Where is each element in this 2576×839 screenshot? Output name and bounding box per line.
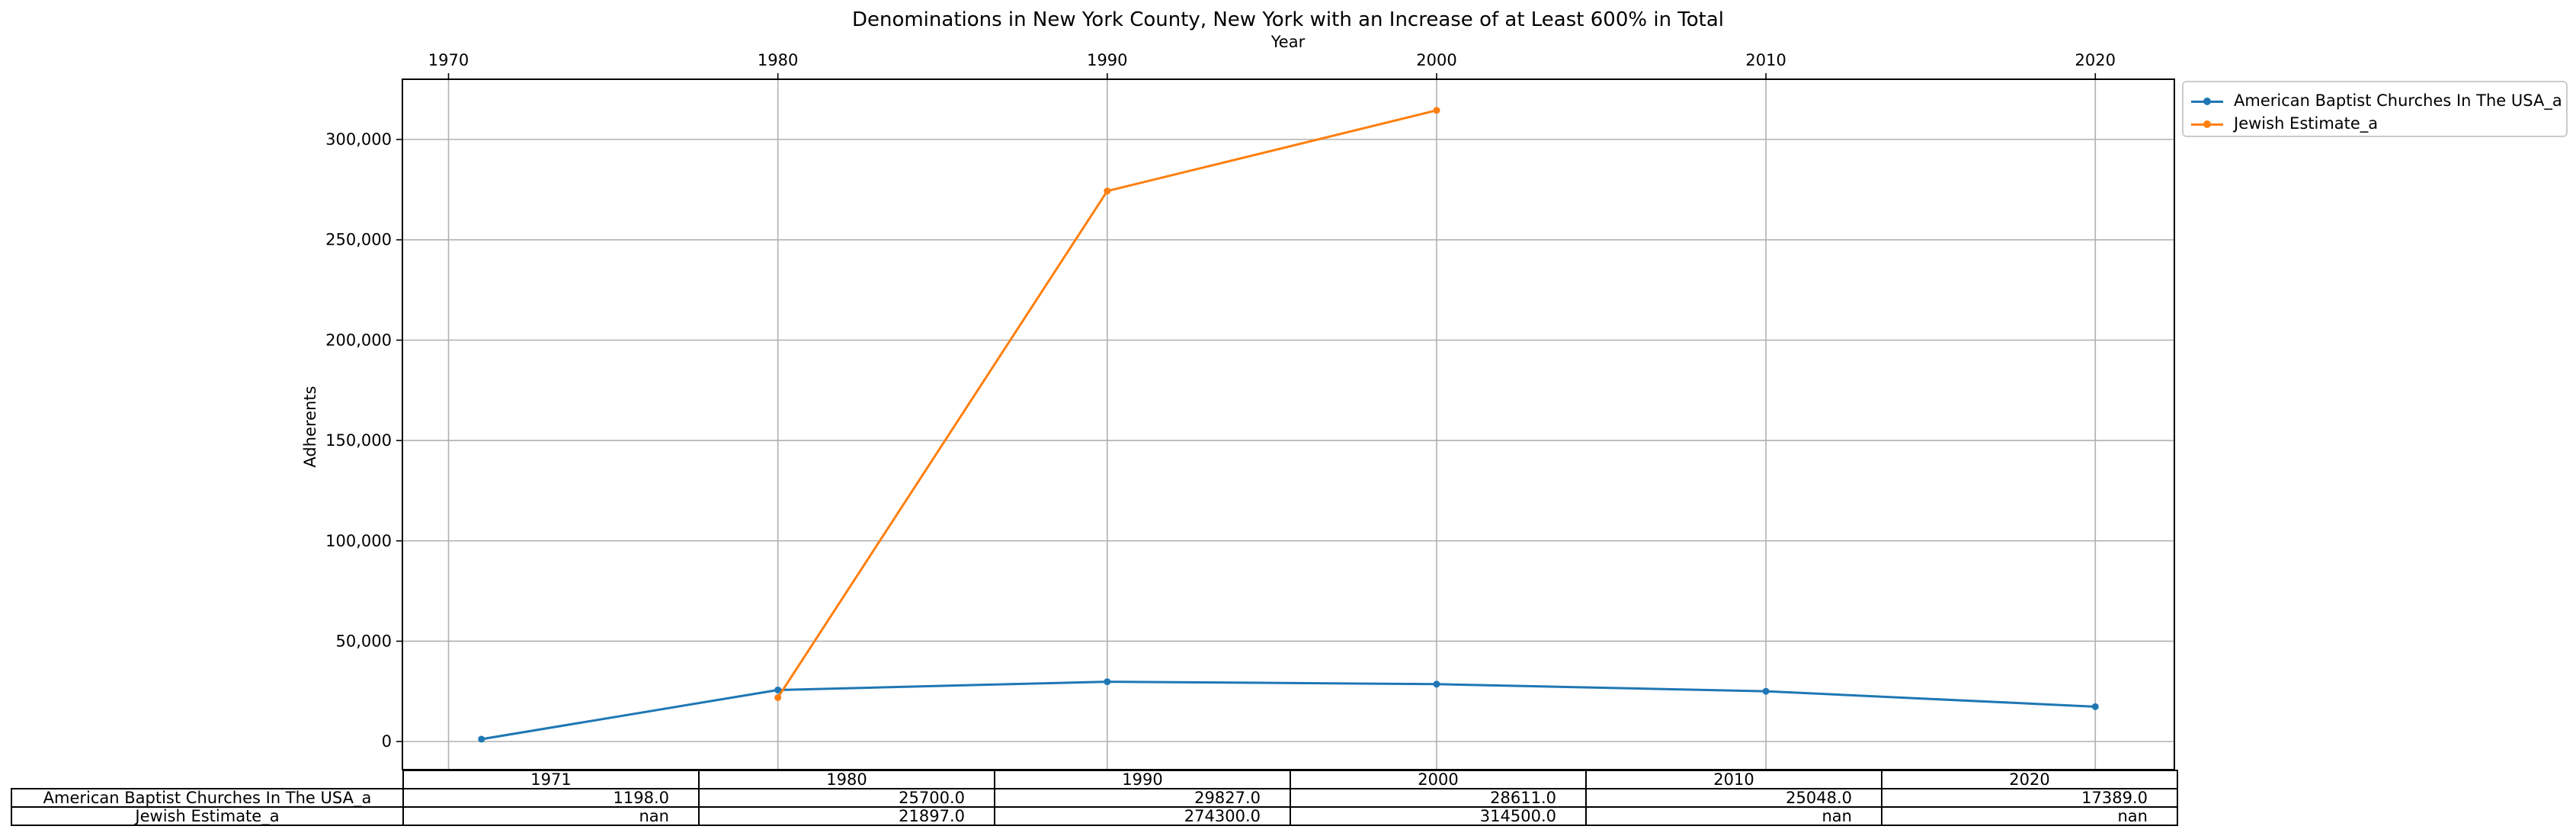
data-point [2091, 703, 2099, 710]
table-row: Jewish Estimate_a nan 21897.0 274300.0 3… [11, 806, 2178, 826]
data-table: 1971 1980 1990 2000 2010 2020 American B… [11, 770, 2178, 826]
axis-ticks: 1970 1980 1990 2000 2010 2020 0 50,000 100,000 15… [325, 51, 2116, 751]
x-axis-label: Year [1270, 33, 1306, 51]
table-column-header: 1990 [994, 770, 1291, 789]
x-tick-label: 2020 [2075, 51, 2116, 69]
data-point [1762, 687, 1770, 695]
table-cell: 29827.0 [994, 788, 1291, 808]
table-cell: 1198.0 [402, 788, 700, 808]
legend: American Baptist Churches In The USA_a J… [2182, 81, 2568, 137]
table-cell: nan [1585, 806, 1882, 826]
legend-entry-american-baptist: American Baptist Churches In The USA_a [2184, 90, 2566, 113]
legend-label: Jewish Estimate_a [2234, 114, 2379, 133]
table-cell: 274300.0 [994, 806, 1291, 826]
table-cell: nan [402, 806, 700, 826]
data-point [1104, 187, 1111, 195]
legend-swatch-marker [2203, 120, 2211, 128]
y-axis-label: Adherents [301, 386, 319, 467]
table-column-header: 1971 [402, 770, 700, 789]
table-row-label: American Baptist Churches In The USA_a [11, 788, 404, 808]
y-tick-label: 100,000 [325, 532, 392, 550]
y-tick-label: 150,000 [325, 431, 392, 450]
data-point [478, 735, 485, 743]
table-corner [11, 770, 403, 789]
data-point [1104, 678, 1111, 686]
table-cell: nan [1881, 806, 2178, 826]
table-column-header: 1980 [698, 770, 995, 789]
table-cell: 21897.0 [698, 806, 995, 826]
table-row: American Baptist Churches In The USA_a 1… [11, 788, 2178, 808]
table-row-label: Jewish Estimate_a [11, 806, 404, 826]
data-point [1433, 680, 1440, 688]
series-layer [478, 107, 2099, 743]
y-tick-label: 300,000 [325, 130, 392, 149]
table-header-row: 1971 1980 1990 2000 2010 2020 [11, 770, 2178, 789]
legend-label: American Baptist Churches In The USA_a [2234, 91, 2562, 110]
x-tick-label: 1990 [1087, 51, 1127, 69]
x-tick-label: 2000 [1416, 51, 1456, 69]
table-column-header: 2020 [1881, 770, 2178, 789]
data-point [774, 693, 782, 701]
table-column-header: 2010 [1585, 770, 1882, 789]
legend-swatch-marker [2203, 98, 2211, 105]
y-tick-label: 200,000 [325, 331, 392, 349]
table-column-header: 2000 [1290, 770, 1587, 789]
x-tick-label: 1980 [758, 51, 798, 69]
y-tick-label: 250,000 [325, 231, 392, 249]
table-cell: 25048.0 [1585, 788, 1882, 808]
x-tick-label: 2010 [1745, 51, 1786, 69]
table-cell: 17389.0 [1881, 788, 2178, 808]
data-point [774, 686, 782, 693]
y-tick-label: 0 [382, 732, 392, 751]
grid [402, 79, 2174, 770]
y-tick-label: 50,000 [336, 632, 392, 650]
table-cell: 25700.0 [698, 788, 995, 808]
data-point [1433, 107, 1440, 114]
plot-area-frame [402, 78, 2175, 770]
x-tick-label: 1970 [428, 51, 469, 69]
series-line-0 [481, 680, 2096, 741]
table-cell: 28611.0 [1290, 788, 1587, 808]
table-cell: 314500.0 [1290, 806, 1587, 826]
legend-entry-jewish-estimate: Jewish Estimate_a [2184, 113, 2566, 136]
chart-title: Denominations in New York County, New Yo… [852, 8, 1724, 31]
